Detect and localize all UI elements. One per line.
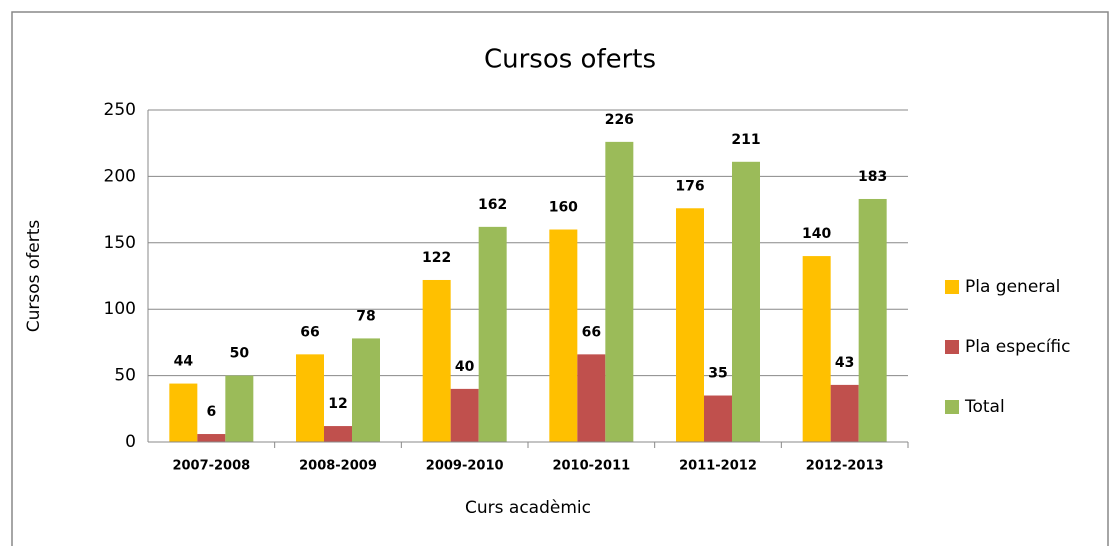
bar <box>225 375 254 442</box>
bar <box>549 229 578 442</box>
bar <box>732 161 760 443</box>
legend-swatch <box>945 280 959 294</box>
chart-title: Cursos oferts <box>484 45 656 75</box>
bar <box>352 338 380 442</box>
y-axis-label: Cursos oferts <box>24 220 44 333</box>
legend-label: Pla específic <box>965 337 1071 357</box>
x-tick-label: 2007-2008 <box>172 459 250 474</box>
bar <box>605 141 634 442</box>
data-label: 176 <box>675 178 704 194</box>
x-axis-label: Curs acadèmic <box>465 498 591 518</box>
x-tick-label: 2012-2013 <box>806 459 884 474</box>
bar <box>577 354 606 442</box>
y-tick-label: 200 <box>104 166 136 186</box>
bar <box>422 279 451 442</box>
data-label: 40 <box>455 359 475 375</box>
bar <box>704 395 732 442</box>
data-label: 160 <box>549 200 578 216</box>
bar <box>830 384 859 442</box>
data-label: 140 <box>802 226 831 242</box>
data-label: 43 <box>835 355 854 371</box>
y-tick-label: 50 <box>114 366 136 386</box>
legend-label: Total <box>964 397 1005 417</box>
y-tick-label: 250 <box>104 100 136 120</box>
data-label: 44 <box>174 354 194 370</box>
bar <box>478 226 507 442</box>
legend-label: Pla general <box>965 277 1060 297</box>
bar <box>858 198 887 442</box>
legend-swatch <box>945 340 959 354</box>
bar <box>676 208 704 442</box>
data-label: 162 <box>478 197 507 213</box>
data-label: 12 <box>328 396 347 412</box>
data-label: 122 <box>422 250 451 266</box>
data-label: 6 <box>206 404 216 420</box>
x-tick-label: 2011-2012 <box>679 459 757 474</box>
bar <box>296 354 324 442</box>
legend-swatch <box>945 400 959 414</box>
data-label: 183 <box>858 169 887 185</box>
x-tick-label: 2009-2010 <box>426 459 504 474</box>
data-label: 226 <box>605 112 634 128</box>
bar <box>169 383 198 442</box>
x-tick-label: 2010-2011 <box>552 459 630 474</box>
y-tick-label: 150 <box>104 233 136 253</box>
bar <box>324 426 352 442</box>
data-label: 66 <box>582 324 601 340</box>
data-label: 50 <box>230 346 250 362</box>
y-tick-label: 0 <box>125 432 136 452</box>
bar <box>802 256 831 442</box>
bar <box>197 434 226 442</box>
y-tick-label: 100 <box>104 299 136 319</box>
data-label: 66 <box>300 324 319 340</box>
data-label: 78 <box>356 308 375 324</box>
data-label: 35 <box>708 366 727 382</box>
bar <box>450 388 479 442</box>
data-label: 211 <box>731 132 760 148</box>
x-tick-label: 2008-2009 <box>299 459 377 474</box>
